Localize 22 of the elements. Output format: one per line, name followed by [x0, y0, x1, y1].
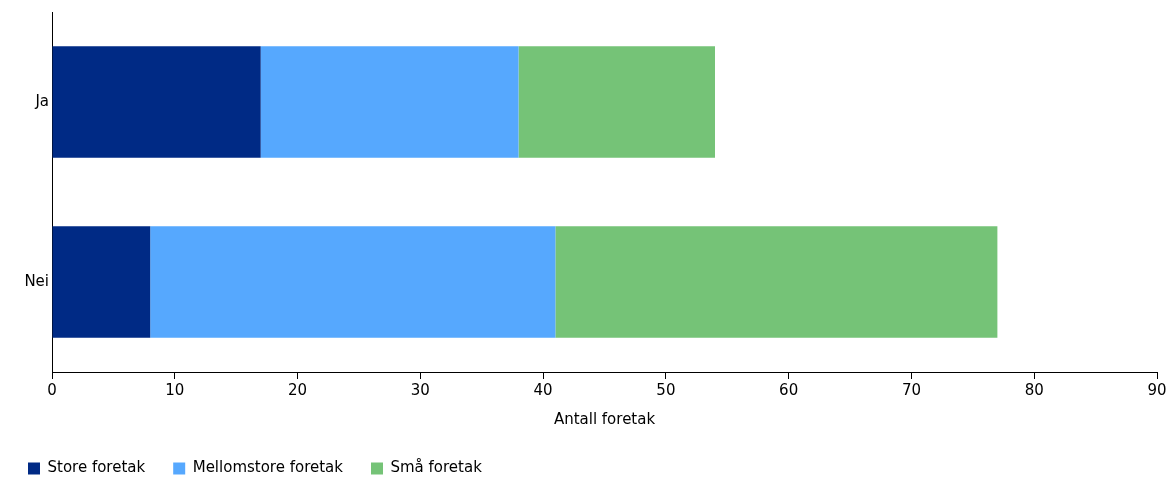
- x-axis-title: Antall foretak: [553, 409, 656, 428]
- y-tick-label: Ja: [34, 91, 49, 110]
- legend-label: Store foretak: [47, 458, 146, 477]
- x-tick-label: 80: [1024, 380, 1044, 399]
- bar: [555, 226, 998, 338]
- bar: [518, 46, 715, 158]
- bar: [52, 46, 261, 158]
- legend-label: Små foretak: [390, 458, 483, 477]
- x-tick-label: 90: [1147, 380, 1167, 399]
- x-tick-label: 40: [533, 380, 553, 399]
- x-tick-label: 20: [288, 380, 308, 399]
- x-tick-label: 50: [656, 380, 676, 399]
- x-tick-label: 10: [165, 380, 185, 399]
- bar: [52, 226, 151, 338]
- x-tick-label: 70: [901, 380, 921, 399]
- x-tick-label: 60: [779, 380, 799, 399]
- legend-label: Mellomstore foretak: [192, 458, 344, 477]
- bar: [260, 46, 519, 158]
- y-tick-label: Nei: [24, 271, 49, 290]
- bar: [150, 226, 556, 338]
- x-tick-label: 30: [410, 380, 430, 399]
- x-tick-label: 0: [47, 380, 57, 399]
